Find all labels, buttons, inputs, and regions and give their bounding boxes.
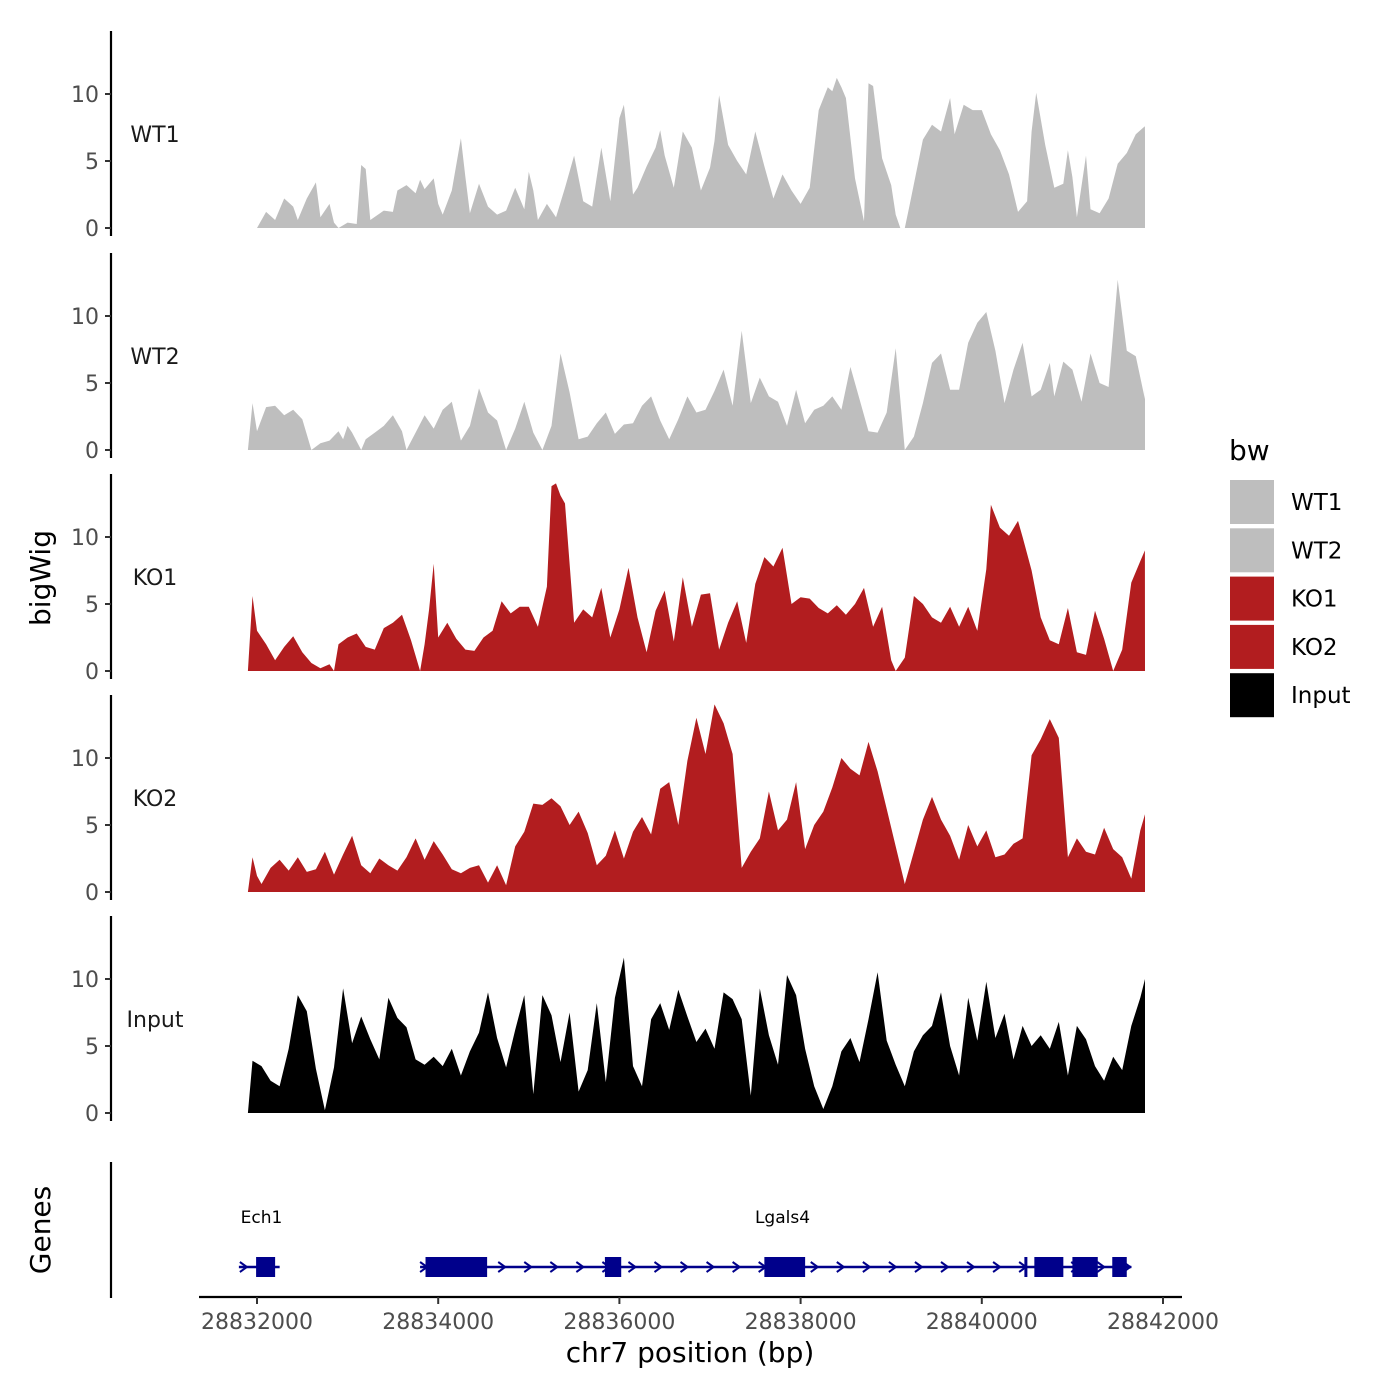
track-wt1: 0 5 10 WT1 bbox=[71, 31, 1145, 242]
track-label-ko1: KO1 bbox=[133, 566, 178, 591]
gene-ech1: Ech1 bbox=[238, 1208, 283, 1277]
strand-arrow bbox=[679, 1261, 690, 1273]
legend-key-wt1 bbox=[1230, 480, 1274, 524]
y-tick-label: 10 bbox=[71, 747, 99, 772]
strand-arrow bbox=[732, 1261, 742, 1273]
track-label-wt1: WT1 bbox=[130, 123, 179, 148]
exon bbox=[1112, 1257, 1127, 1277]
area-wt1 bbox=[257, 77, 1145, 229]
legend-key-ko2 bbox=[1230, 624, 1274, 669]
genes-panel-title: Genes bbox=[24, 1186, 57, 1274]
legend-title: bw bbox=[1229, 434, 1270, 467]
track-label-ko2: KO2 bbox=[133, 787, 178, 812]
gene-panel: Ech1 Lgals4 bbox=[109, 1162, 1133, 1298]
strand-arrow bbox=[549, 1261, 560, 1273]
legend-label-input: Input bbox=[1291, 683, 1351, 709]
strand-arrow bbox=[497, 1261, 507, 1273]
strand-arrow bbox=[888, 1261, 898, 1273]
track-label-wt2: WT2 bbox=[130, 345, 179, 370]
exon bbox=[604, 1257, 622, 1277]
legend-label-wt2: WT2 bbox=[1291, 538, 1342, 564]
exon bbox=[764, 1257, 806, 1277]
gene-label: Ech1 bbox=[241, 1208, 283, 1228]
y-tick-label: 0 bbox=[85, 881, 99, 906]
y-tick-label: 10 bbox=[71, 83, 99, 108]
legend-label-ko1: KO1 bbox=[1291, 587, 1338, 613]
strand-arrow bbox=[575, 1261, 586, 1273]
strand-arrow bbox=[966, 1261, 976, 1273]
exon bbox=[1024, 1257, 1028, 1277]
legend: bw WT1 WT2 KO1 KO2 Input bbox=[1229, 434, 1351, 718]
track-wt2: 0 5 10 WT2 bbox=[71, 253, 1145, 464]
y-tick-label: 0 bbox=[85, 660, 99, 685]
strand-arrow bbox=[239, 1261, 249, 1273]
area-wt2 bbox=[247, 279, 1145, 450]
strand-arrow bbox=[705, 1261, 716, 1273]
x-tick-label: 28838000 bbox=[745, 1310, 857, 1335]
strand-arrow bbox=[914, 1261, 924, 1273]
y-tick-label: 10 bbox=[71, 968, 99, 993]
legend-label-ko2: KO2 bbox=[1291, 635, 1338, 661]
legend-label-wt1: WT1 bbox=[1291, 490, 1342, 516]
y-tick-label: 5 bbox=[85, 1035, 99, 1060]
x-tick-label: 28832000 bbox=[201, 1310, 313, 1335]
exon bbox=[256, 1257, 276, 1277]
strand-arrow bbox=[653, 1261, 664, 1273]
area-ko2 bbox=[247, 704, 1145, 892]
track-ko2: 0 5 10 KO2 bbox=[71, 695, 1145, 906]
strand-arrow bbox=[992, 1261, 1002, 1273]
y-tick-label: 5 bbox=[85, 372, 99, 397]
y-tick-label: 5 bbox=[85, 814, 99, 839]
exon bbox=[1034, 1257, 1064, 1277]
x-axis-title: chr7 position (bp) bbox=[566, 1336, 815, 1369]
legend-key-input bbox=[1230, 673, 1274, 718]
area-input bbox=[247, 957, 1145, 1113]
legend-key-ko1 bbox=[1230, 576, 1274, 621]
y-tick-label: 0 bbox=[85, 217, 99, 242]
strand-arrow bbox=[627, 1261, 638, 1273]
y-tick-label: 10 bbox=[71, 305, 99, 330]
strand-arrow bbox=[1096, 1261, 1106, 1273]
y-tick-label: 0 bbox=[85, 439, 99, 464]
strand-arrow bbox=[862, 1261, 872, 1273]
exon bbox=[1072, 1257, 1098, 1277]
gene-lgals4: Lgals4 bbox=[419, 1208, 1133, 1277]
y-tick-label: 5 bbox=[85, 593, 99, 618]
track-input: 0 5 10 Input bbox=[71, 916, 1145, 1127]
y-tick-label: 10 bbox=[71, 526, 99, 551]
area-ko1 bbox=[247, 483, 1145, 671]
y-tick-label: 0 bbox=[85, 1102, 99, 1127]
tracks: 0 5 10 WT1 0 5 10 WT2 0 5 10 KO1 0 5 10 KO2 0 5 10 Input bbox=[71, 31, 1145, 1127]
legend-key-wt2 bbox=[1230, 528, 1274, 573]
y-tick-label: 5 bbox=[85, 150, 99, 175]
x-tick-label: 28842000 bbox=[1107, 1310, 1219, 1335]
x-tick-label: 28834000 bbox=[382, 1310, 494, 1335]
strand-arrow bbox=[940, 1261, 950, 1273]
x-tick-label: 28836000 bbox=[563, 1310, 675, 1335]
exon bbox=[425, 1257, 488, 1277]
track-ko1: 0 5 10 KO1 bbox=[71, 474, 1145, 685]
strand-arrow bbox=[836, 1261, 846, 1273]
strand-arrow bbox=[523, 1261, 533, 1273]
strand-arrow bbox=[810, 1261, 820, 1273]
x-axis: 28832000 28834000 28836000 28838000 28840000… bbox=[199, 1295, 1219, 1335]
track-label-input: Input bbox=[127, 1008, 184, 1033]
x-tick-label: 28840000 bbox=[926, 1310, 1038, 1335]
gene-label: Lgals4 bbox=[755, 1208, 810, 1228]
y-axis-title: bigWig bbox=[24, 530, 57, 626]
